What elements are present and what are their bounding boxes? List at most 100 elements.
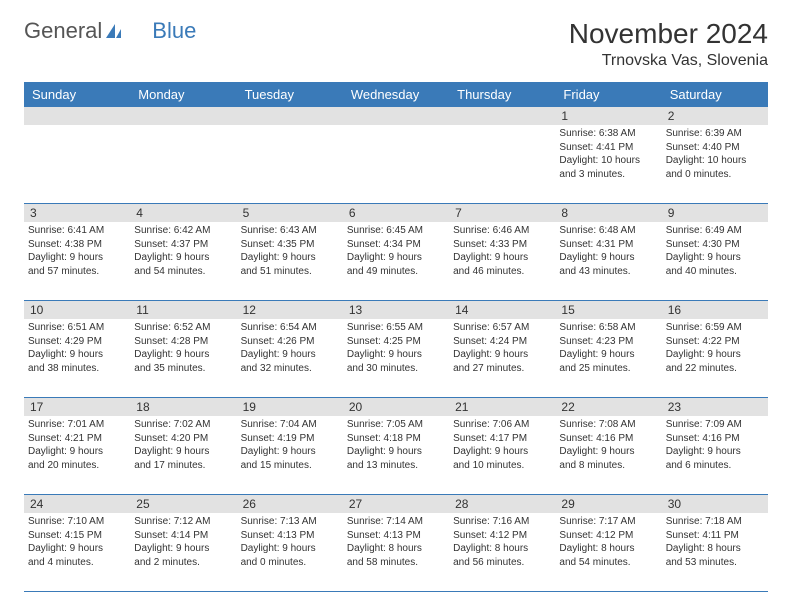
day-header-row: SundayMondayTuesdayWednesdayThursdayFrid… (24, 82, 768, 107)
day-info-line: Sunset: 4:25 PM (347, 335, 445, 349)
date-number: 3 (24, 204, 130, 222)
day-cell: Sunrise: 6:48 AMSunset: 4:31 PMDaylight:… (555, 222, 661, 300)
day-info-line: and 57 minutes. (28, 265, 126, 279)
date-number: 27 (343, 495, 449, 513)
day-info-line: Sunset: 4:13 PM (241, 529, 339, 543)
day-info-line: Sunset: 4:24 PM (453, 335, 551, 349)
day-info-line: Daylight: 9 hours (134, 445, 232, 459)
day-info-line: Sunset: 4:12 PM (559, 529, 657, 543)
day-cell: Sunrise: 7:05 AMSunset: 4:18 PMDaylight:… (343, 416, 449, 494)
day-info-line: and 22 minutes. (666, 362, 764, 376)
day-info-line: Sunrise: 6:52 AM (134, 321, 232, 335)
title-block: November 2024 Trnovska Vas, Slovenia (569, 18, 768, 70)
date-number: 2 (662, 107, 768, 125)
day-info-line: and 27 minutes. (453, 362, 551, 376)
day-info-line: and 15 minutes. (241, 459, 339, 473)
day-cell (343, 125, 449, 203)
day-info-line: and 53 minutes. (666, 556, 764, 570)
logo-text-2: Blue (152, 18, 196, 44)
day-cell: Sunrise: 7:14 AMSunset: 4:13 PMDaylight:… (343, 513, 449, 591)
day-info-line: Daylight: 9 hours (666, 251, 764, 265)
day-cell: Sunrise: 6:45 AMSunset: 4:34 PMDaylight:… (343, 222, 449, 300)
date-number (24, 107, 130, 125)
month-title: November 2024 (569, 18, 768, 50)
day-info-line: and 54 minutes. (134, 265, 232, 279)
day-cell: Sunrise: 6:49 AMSunset: 4:30 PMDaylight:… (662, 222, 768, 300)
day-header-cell: Thursday (449, 82, 555, 107)
day-info-line: Sunrise: 6:45 AM (347, 224, 445, 238)
day-cell: Sunrise: 6:57 AMSunset: 4:24 PMDaylight:… (449, 319, 555, 397)
day-info-line: Daylight: 9 hours (559, 445, 657, 459)
date-number-row: 10111213141516 (24, 301, 768, 319)
day-info-line: and 43 minutes. (559, 265, 657, 279)
day-info-line: Sunrise: 6:49 AM (666, 224, 764, 238)
day-cell: Sunrise: 7:12 AMSunset: 4:14 PMDaylight:… (130, 513, 236, 591)
day-cell: Sunrise: 6:58 AMSunset: 4:23 PMDaylight:… (555, 319, 661, 397)
date-number: 1 (555, 107, 661, 125)
day-info-line: Sunrise: 7:06 AM (453, 418, 551, 432)
day-cell: Sunrise: 6:55 AMSunset: 4:25 PMDaylight:… (343, 319, 449, 397)
day-info-line: Daylight: 9 hours (134, 251, 232, 265)
day-info-line: Sunrise: 6:41 AM (28, 224, 126, 238)
day-info-line: Daylight: 9 hours (28, 542, 126, 556)
day-header-cell: Sunday (24, 82, 130, 107)
day-info-line: Daylight: 8 hours (666, 542, 764, 556)
date-number: 7 (449, 204, 555, 222)
day-header-cell: Friday (555, 82, 661, 107)
day-info-line: Sunset: 4:26 PM (241, 335, 339, 349)
day-info-line: Daylight: 10 hours (666, 154, 764, 168)
day-info-line: and 49 minutes. (347, 265, 445, 279)
date-number: 16 (662, 301, 768, 319)
day-cell: Sunrise: 6:52 AMSunset: 4:28 PMDaylight:… (130, 319, 236, 397)
day-info-line: Daylight: 9 hours (559, 348, 657, 362)
day-info-line: Sunset: 4:29 PM (28, 335, 126, 349)
day-info-line: Sunrise: 6:55 AM (347, 321, 445, 335)
day-info-line: Sunrise: 6:43 AM (241, 224, 339, 238)
date-number: 24 (24, 495, 130, 513)
day-info-line: Daylight: 9 hours (347, 251, 445, 265)
date-number: 29 (555, 495, 661, 513)
date-number: 4 (130, 204, 236, 222)
day-info-line: Sunrise: 6:51 AM (28, 321, 126, 335)
date-number: 13 (343, 301, 449, 319)
date-number: 23 (662, 398, 768, 416)
week-row: Sunrise: 7:10 AMSunset: 4:15 PMDaylight:… (24, 513, 768, 592)
day-info-line: Daylight: 9 hours (453, 445, 551, 459)
date-number: 26 (237, 495, 343, 513)
day-info-line: Sunrise: 6:57 AM (453, 321, 551, 335)
day-cell: Sunrise: 7:04 AMSunset: 4:19 PMDaylight:… (237, 416, 343, 494)
day-info-line: Sunrise: 6:42 AM (134, 224, 232, 238)
day-cell (24, 125, 130, 203)
logo-text-1: General (24, 18, 102, 44)
day-info-line: and 54 minutes. (559, 556, 657, 570)
day-cell: Sunrise: 6:38 AMSunset: 4:41 PMDaylight:… (555, 125, 661, 203)
day-info-line: Sunrise: 7:01 AM (28, 418, 126, 432)
day-info-line: Sunrise: 7:17 AM (559, 515, 657, 529)
day-info-line: Daylight: 9 hours (241, 445, 339, 459)
day-info-line: and 6 minutes. (666, 459, 764, 473)
day-info-line: Daylight: 9 hours (28, 251, 126, 265)
day-header-cell: Saturday (662, 82, 768, 107)
day-info-line: Sunrise: 7:12 AM (134, 515, 232, 529)
day-info-line: and 40 minutes. (666, 265, 764, 279)
date-number: 17 (24, 398, 130, 416)
day-cell: Sunrise: 7:08 AMSunset: 4:16 PMDaylight:… (555, 416, 661, 494)
day-info-line: and 38 minutes. (28, 362, 126, 376)
day-info-line: and 8 minutes. (559, 459, 657, 473)
day-info-line: Sunrise: 7:09 AM (666, 418, 764, 432)
day-info-line: and 4 minutes. (28, 556, 126, 570)
day-info-line: Daylight: 8 hours (453, 542, 551, 556)
date-number: 6 (343, 204, 449, 222)
day-info-line: Sunset: 4:37 PM (134, 238, 232, 252)
day-info-line: Daylight: 9 hours (241, 251, 339, 265)
day-info-line: Daylight: 9 hours (28, 445, 126, 459)
day-info-line: and 46 minutes. (453, 265, 551, 279)
day-info-line: Sunrise: 6:38 AM (559, 127, 657, 141)
date-number: 14 (449, 301, 555, 319)
day-info-line: Daylight: 9 hours (28, 348, 126, 362)
date-number: 18 (130, 398, 236, 416)
day-cell: Sunrise: 7:02 AMSunset: 4:20 PMDaylight:… (130, 416, 236, 494)
day-info-line: and 20 minutes. (28, 459, 126, 473)
day-info-line: Sunrise: 7:14 AM (347, 515, 445, 529)
day-cell (130, 125, 236, 203)
